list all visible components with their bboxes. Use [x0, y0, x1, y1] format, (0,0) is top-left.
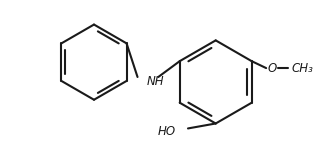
Text: CH₃: CH₃ — [292, 62, 314, 75]
Text: HO: HO — [158, 125, 176, 138]
Text: NH: NH — [146, 75, 164, 88]
Text: O: O — [267, 62, 277, 75]
